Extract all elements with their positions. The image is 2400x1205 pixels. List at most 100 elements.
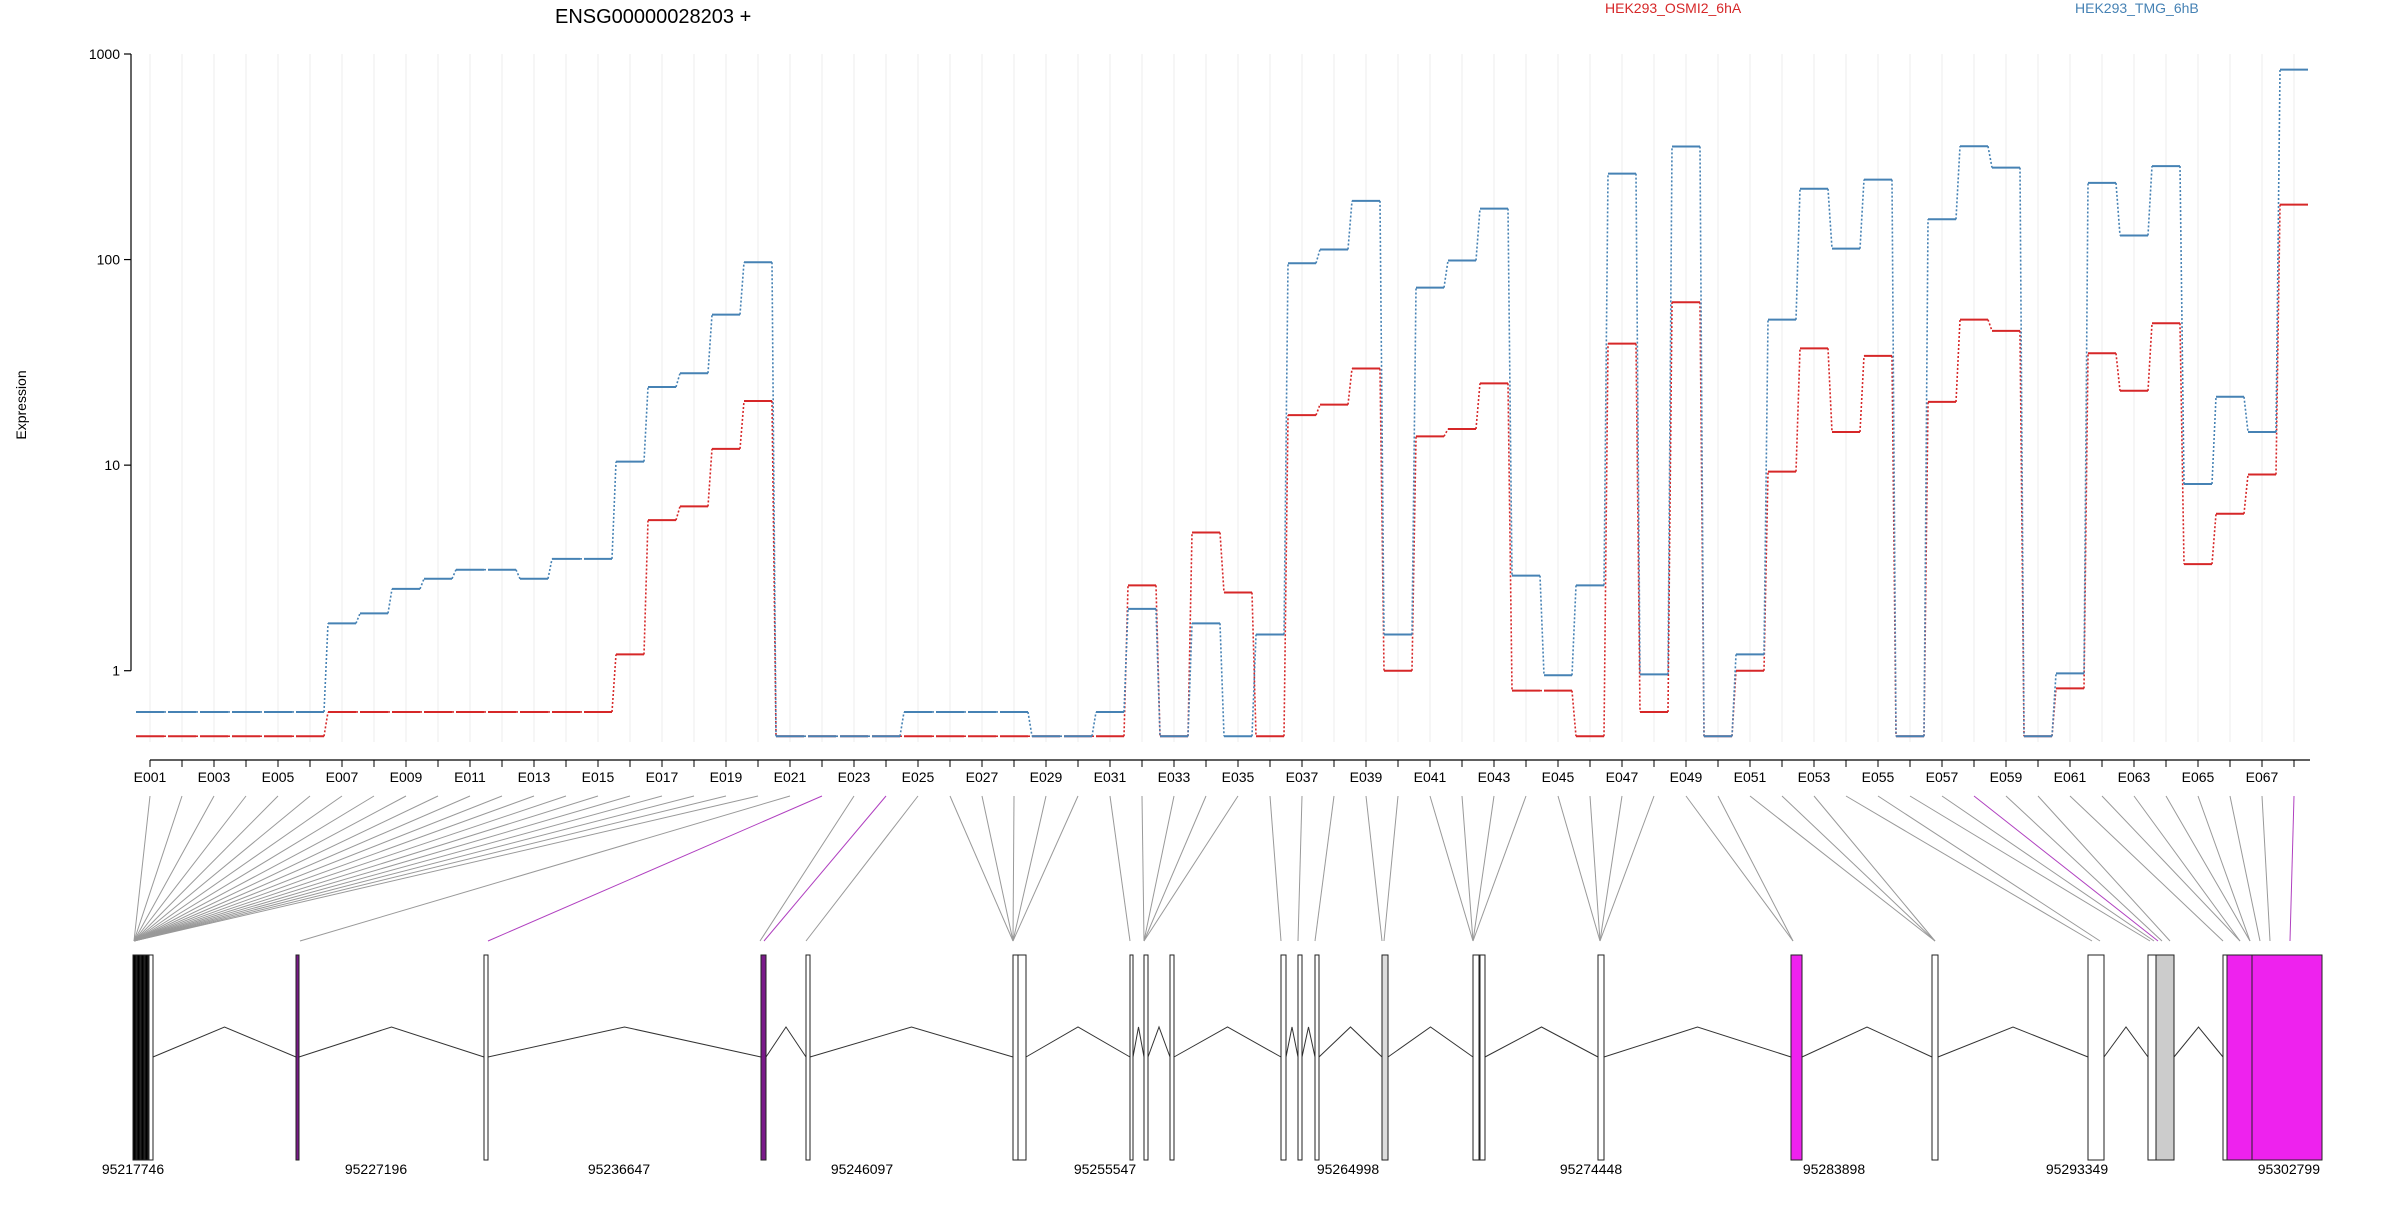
x-tick-label: E011 [454,769,486,785]
x-tick-label: E005 [262,769,295,785]
exon-link-line [133,795,183,942]
x-tick-label: E039 [1350,769,1383,785]
series-connector [2243,396,2249,433]
series-connector [1123,585,1129,737]
exon-box [2155,954,2175,1161]
series-connector [1635,173,1641,675]
x-tick-label: E009 [390,769,423,785]
exon-link-line [133,795,535,942]
series-connector [2243,474,2249,514]
x-tick-label: E019 [710,769,743,785]
intron-line [1132,1026,1145,1058]
series-connector [1187,623,1193,737]
exon-link-line [1143,795,1207,942]
intron-line [487,1026,762,1058]
series-connector [1283,263,1289,635]
exon-box [2222,954,2228,1161]
series-connector [2147,323,2153,391]
series-connector [1955,319,1961,402]
exon-box [1169,954,1175,1161]
series-connector [1571,690,1577,737]
coordinate-label: 95274448 [1560,1161,1623,1177]
exon-link-line [133,795,215,942]
series-connector [1315,404,1321,416]
series-connector [1731,654,1737,737]
series-connector [1507,208,1513,576]
exon-link-line [1012,795,1015,942]
x-tick-label: E047 [1606,769,1639,785]
exon-box [140,954,145,1161]
exon-link-line [133,795,695,942]
series-connector [1763,319,1769,655]
series-connector [1155,608,1161,737]
x-tick-label: E063 [2118,769,2151,785]
exon-link-line [133,795,375,942]
gene-model [132,954,2323,1161]
exon-link-line [1877,795,2101,942]
exon-box [132,954,137,1161]
series-connector [1347,200,1353,250]
intron-line [2103,1026,2149,1058]
y-tick-label: 1000 [89,46,120,62]
exon-box [1931,954,1939,1161]
x-tick-label: E015 [582,769,615,785]
exon-box [144,954,149,1161]
exon-link-line [133,795,151,942]
exon-box [1381,954,1389,1161]
series-connector [1411,436,1417,671]
exon-link-line [949,795,1014,942]
exon-link-line [133,795,247,942]
x-tick-label: E021 [774,769,807,785]
series-connector [1859,355,1865,433]
exon-box [1017,954,1027,1161]
grid [149,54,2295,742]
coordinate-label: 95283898 [1803,1161,1866,1177]
series-connector [1347,368,1353,405]
exon-link-line [2165,795,2251,942]
exon-link-line [1845,795,2093,942]
exon-box [2251,954,2323,1161]
series-connector [2115,353,2121,391]
series-connector [739,262,745,315]
series-connector [1891,179,1897,737]
series-connector [707,314,713,374]
series-connector [1603,343,1609,737]
exon-link-line [1365,795,1383,942]
series-connector [515,569,521,580]
exon-link-line [133,795,727,942]
chart-title: ENSG00000028203 + [555,6,751,28]
exon-link-line [981,795,1014,942]
exon-link-line [133,795,439,942]
x-tick-label: E025 [902,769,935,785]
series-connector [1635,343,1641,712]
exon-box [1314,954,1320,1161]
exon-link-line [1749,795,1936,942]
exon-link-line [133,795,599,942]
series-connector [451,569,457,580]
coordinate-label: 95264998 [1317,1161,1380,1177]
exon-box [136,954,141,1161]
intron-line [1285,1026,1299,1058]
exon-box [760,954,767,1161]
x-tick-label: E007 [326,769,359,785]
exon-link-line [1109,795,1131,942]
intron-line [1387,1026,1474,1058]
coordinate-label: 95246097 [831,1161,894,1177]
series-connector [2211,396,2217,484]
exon-link-line [763,795,887,942]
intron-line [2173,1026,2224,1058]
exon-link-line [1941,795,2155,942]
x-tick-label: E055 [1862,769,1895,785]
exon-link-line [299,795,791,942]
series-connector [643,520,649,655]
series-layer [136,68,2308,738]
series-connector [323,711,329,737]
exon-link-line [1717,795,1794,942]
intron-line [1025,1026,1131,1058]
exon-box [1597,954,1605,1161]
series-connector [419,578,425,590]
series-connector [1827,348,1833,433]
coordinate-label: 95227196 [345,1161,408,1177]
coordinate-label: 95255547 [1074,1161,1137,1177]
x-tick-label: E053 [1798,769,1831,785]
